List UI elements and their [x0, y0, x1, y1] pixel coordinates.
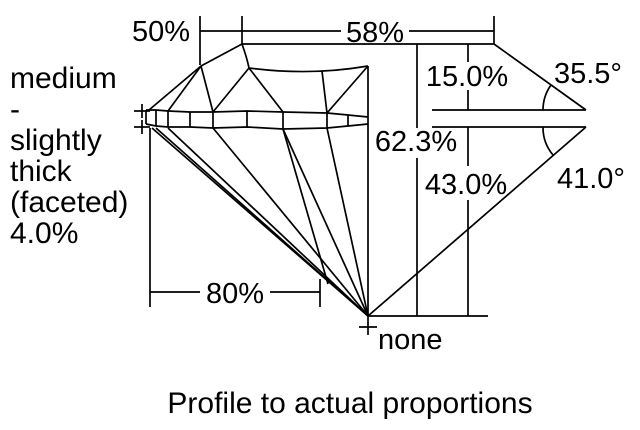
pavilion-angle-label: 41.0°	[557, 163, 625, 195]
star-length-label: 50%	[132, 16, 190, 48]
girdle-description-line: thick	[10, 155, 73, 188]
girdle-description-line: medium	[10, 62, 117, 95]
table-size-label: 58%	[346, 17, 404, 49]
lower-girdle-label: 80%	[206, 278, 264, 310]
dimension-lines	[149, 16, 495, 317]
total-depth-label: 62.3%	[375, 126, 457, 158]
girdle-description-line: 4.0%	[10, 217, 78, 250]
girdle-description-line: slightly	[10, 124, 102, 157]
girdle-description-line: -	[10, 93, 20, 126]
tick-marks	[134, 104, 377, 328]
culet-label: none	[378, 324, 443, 356]
crown-height-label: 15.0%	[426, 61, 508, 93]
girdle-description: medium - slightly thick (faceted) 4.0%	[10, 62, 128, 250]
girdle-description-line: (faceted)	[10, 186, 128, 219]
diagram-caption: Profile to actual proportions	[167, 387, 532, 420]
girdle-plane-lines	[432, 109, 586, 128]
pavilion-depth-label: 43.0%	[425, 169, 507, 201]
crown-facet-lines	[148, 43, 369, 116]
crown-angle-label: 35.5°	[554, 58, 622, 90]
angle-arcs	[542, 84, 554, 156]
girdle-band	[145, 109, 369, 130]
pavilion-facet-lines	[151, 127, 369, 317]
